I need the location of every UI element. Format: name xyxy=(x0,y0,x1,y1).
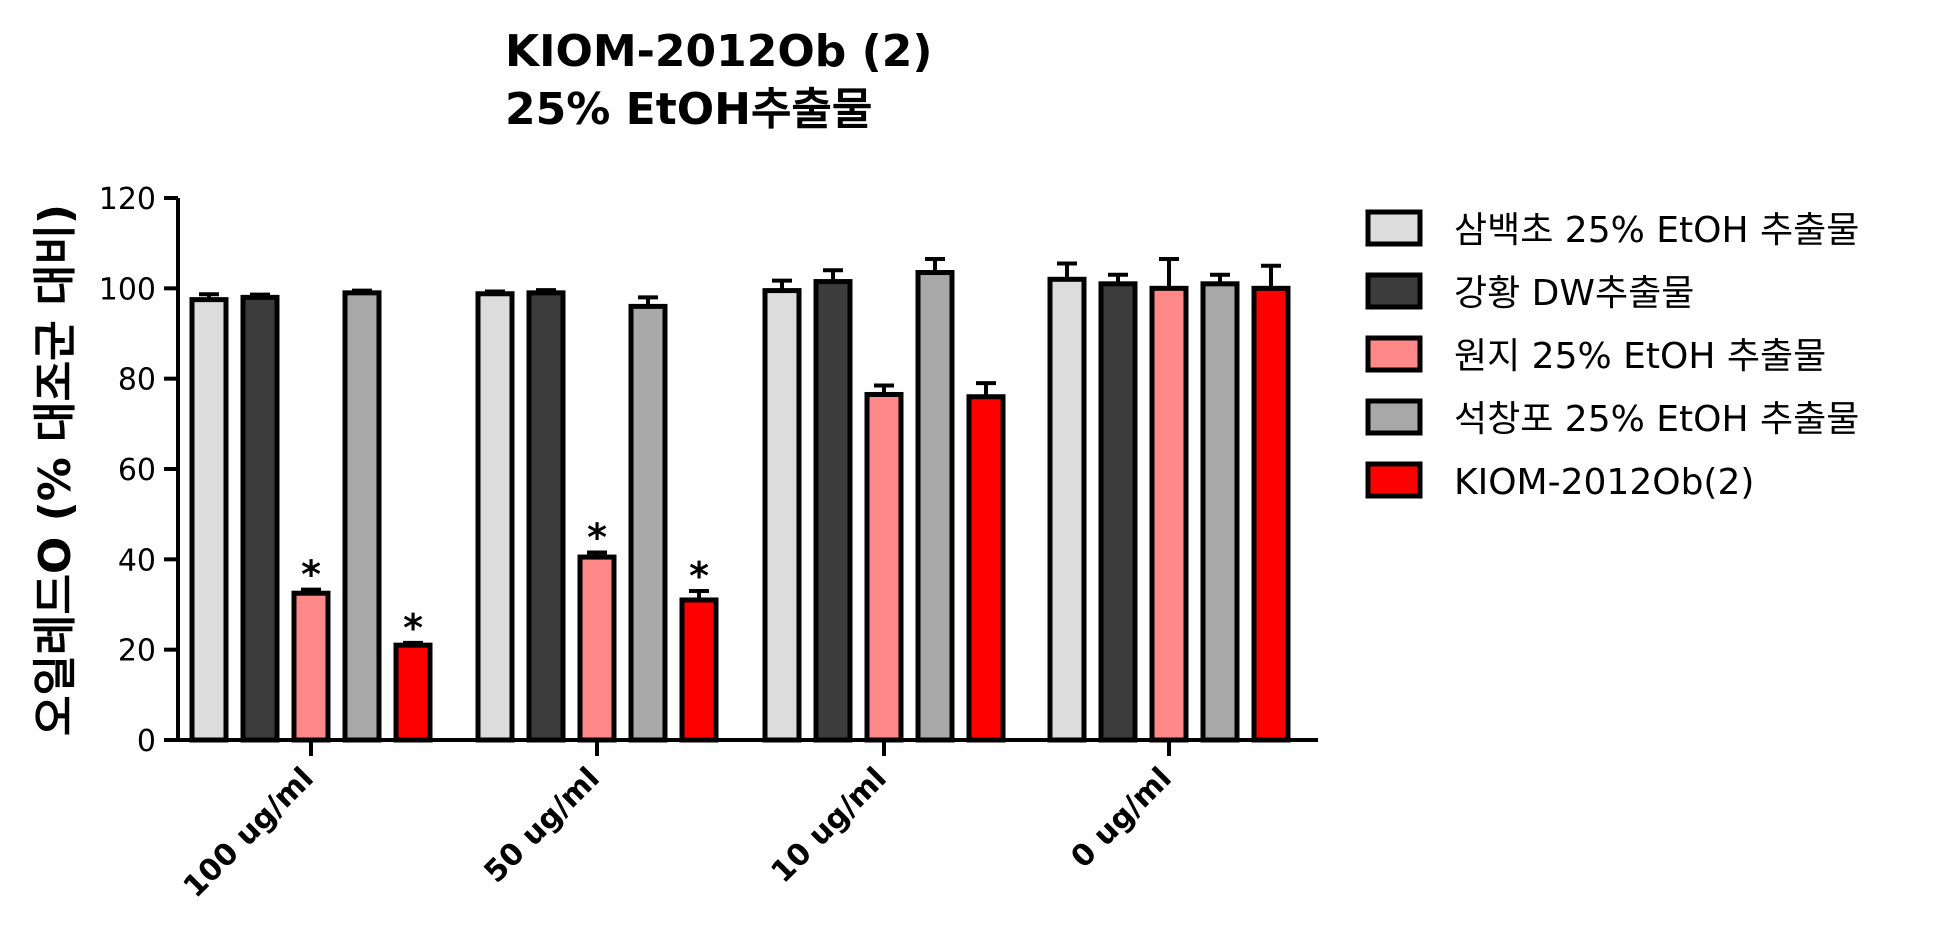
bar xyxy=(580,557,614,740)
bar xyxy=(765,291,799,740)
bar xyxy=(1254,288,1288,740)
bar xyxy=(631,306,665,740)
y-tick-label: 20 xyxy=(118,634,156,669)
bar xyxy=(243,297,277,740)
bar xyxy=(345,293,379,740)
chart-title-line-2: 25% EtOH추출물 xyxy=(505,84,872,135)
chart-title-line-1: KIOM-2012Ob (2) xyxy=(505,26,932,77)
legend-swatch xyxy=(1368,338,1420,370)
bar xyxy=(1152,288,1186,740)
bar xyxy=(1203,284,1237,740)
bar xyxy=(294,593,328,740)
legend-swatch xyxy=(1368,275,1420,307)
bar xyxy=(816,282,850,740)
bar xyxy=(969,397,1003,740)
legend-item: KIOM-2012Ob(2) xyxy=(1368,462,1754,503)
significance-star: * xyxy=(587,516,607,560)
y-tick-label: 120 xyxy=(99,182,156,217)
legend-label: 삼백초 25% EtOH 추출물 xyxy=(1454,210,1859,251)
y-tick-label: 0 xyxy=(137,724,156,759)
y-tick-label: 100 xyxy=(99,272,156,307)
x-tick-label: 10 ug/ml xyxy=(765,761,894,890)
significance-star: * xyxy=(689,554,709,598)
bar xyxy=(529,293,563,740)
legend-label: 원지 25% EtOH 추출물 xyxy=(1454,336,1826,377)
x-tick-label: 100 ug/ml xyxy=(177,761,321,905)
bar xyxy=(192,300,226,740)
significance-star: * xyxy=(301,553,321,597)
legend-label: 석창포 25% EtOH 추출물 xyxy=(1454,399,1859,440)
bar xyxy=(1101,284,1135,740)
x-tick-label: 50 ug/ml xyxy=(478,761,607,890)
legend-item: 삼백초 25% EtOH 추출물 xyxy=(1368,210,1859,251)
bar xyxy=(478,294,512,740)
plot-area: 0 20 40 60 80 100 120 100 ug/ml 50 ug/ml 10 ug/ml… xyxy=(99,182,1318,905)
legend-label: KIOM-2012Ob(2) xyxy=(1454,462,1754,503)
bar xyxy=(918,273,952,740)
bar xyxy=(867,394,901,740)
legend-swatch xyxy=(1368,464,1420,496)
legend-item: 석창포 25% EtOH 추출물 xyxy=(1368,399,1859,440)
y-tick-label: 60 xyxy=(118,453,156,488)
significance-star: * xyxy=(403,606,423,650)
y-axis-label: 오일레드O (% 대조군 대비) xyxy=(30,204,81,736)
chart-title: KIOM-2012Ob (2) 25% EtOH추출물 xyxy=(505,26,932,135)
x-tick-label: 0 ug/ml xyxy=(1064,761,1178,875)
legend: 삼백초 25% EtOH 추출물강황 DW추출물원지 25% EtOH 추출물석… xyxy=(1368,210,1859,503)
bar xyxy=(396,645,430,740)
legend-label: 강황 DW추출물 xyxy=(1454,273,1694,314)
y-tick-label: 80 xyxy=(118,363,156,398)
legend-swatch xyxy=(1368,212,1420,244)
bar xyxy=(1050,279,1084,740)
legend-item: 강황 DW추출물 xyxy=(1368,273,1694,314)
bar xyxy=(682,600,716,740)
y-tick-label: 40 xyxy=(118,543,156,578)
legend-swatch xyxy=(1368,401,1420,433)
legend-item: 원지 25% EtOH 추출물 xyxy=(1368,336,1826,377)
